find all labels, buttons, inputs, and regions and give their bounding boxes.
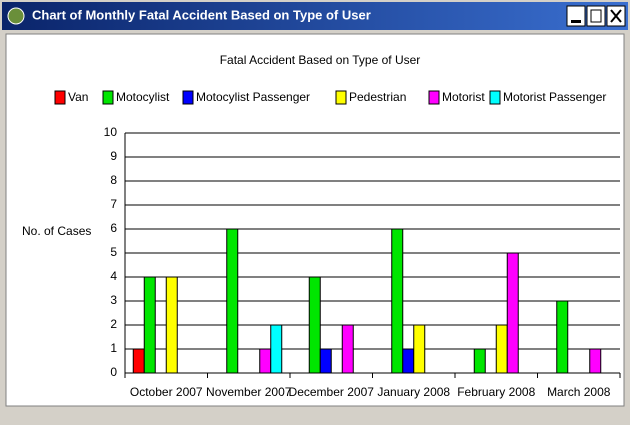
y-tick-label: 9 [110,149,117,163]
bar [589,348,602,374]
legend-swatch [102,90,114,105]
y-tick-label: 7 [110,197,117,211]
y-tick-label: 6 [110,221,117,235]
close-icon [610,9,622,23]
legend-label: Van [68,90,88,104]
x-tick-label: February 2008 [457,385,535,399]
bar [495,324,508,374]
bar [413,324,426,374]
bar [506,252,519,374]
bar [402,348,415,374]
y-tick-label: 4 [110,269,117,283]
bar [308,276,321,374]
legend-swatch [428,90,440,105]
legend-swatch [489,90,501,105]
legend-swatch [54,90,66,105]
bar [132,348,145,374]
y-tick-label: 3 [110,293,117,307]
app-icon [7,7,25,25]
bar [319,348,332,374]
bar [556,300,569,374]
legend-label: Motocylist Passenger [196,90,310,104]
bar [270,324,283,374]
y-tick-label: 2 [110,317,117,331]
y-tick-label: 0 [110,365,117,379]
legend-label: Motorist [442,90,485,104]
maximize-icon [590,9,602,23]
legend-swatch [335,90,347,105]
bar [391,228,404,374]
x-tick-label: December 2007 [289,385,375,399]
y-tick-label: 1 [110,341,117,355]
y-tick-label: 5 [110,245,117,259]
window-title: Chart of Monthly Fatal Accident Based on… [32,7,371,22]
maximize-button[interactable] [586,5,606,27]
legend-swatch [182,90,194,105]
y-tick-label: 8 [110,173,117,187]
legend-label: Pedestrian [349,90,406,104]
bar [259,348,272,374]
bar [165,276,178,374]
x-tick-label: January 2008 [377,385,450,399]
bar [143,276,156,374]
legend-label: Motocylist [116,90,170,104]
bar [473,348,486,374]
y-axis-label: No. of Cases [22,224,91,238]
title-bar [2,2,628,30]
chart-title: Fatal Accident Based on Type of User [220,53,421,67]
bar [341,324,354,374]
x-tick-label: November 2007 [206,385,292,399]
x-tick-label: October 2007 [130,385,203,399]
window-buttons[interactable] [566,5,626,27]
legend-label: Motorist Passenger [503,90,606,104]
x-tick-label: March 2008 [547,385,611,399]
minimize-icon [571,20,581,23]
bar [226,228,239,374]
y-tick-label: 10 [104,125,118,139]
